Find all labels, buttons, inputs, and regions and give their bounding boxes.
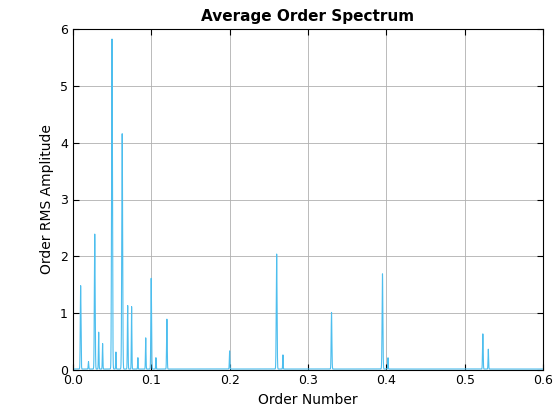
Title: Average Order Spectrum: Average Order Spectrum xyxy=(202,9,414,24)
X-axis label: Order Number: Order Number xyxy=(258,393,358,407)
Y-axis label: Order RMS Amplitude: Order RMS Amplitude xyxy=(40,125,54,274)
